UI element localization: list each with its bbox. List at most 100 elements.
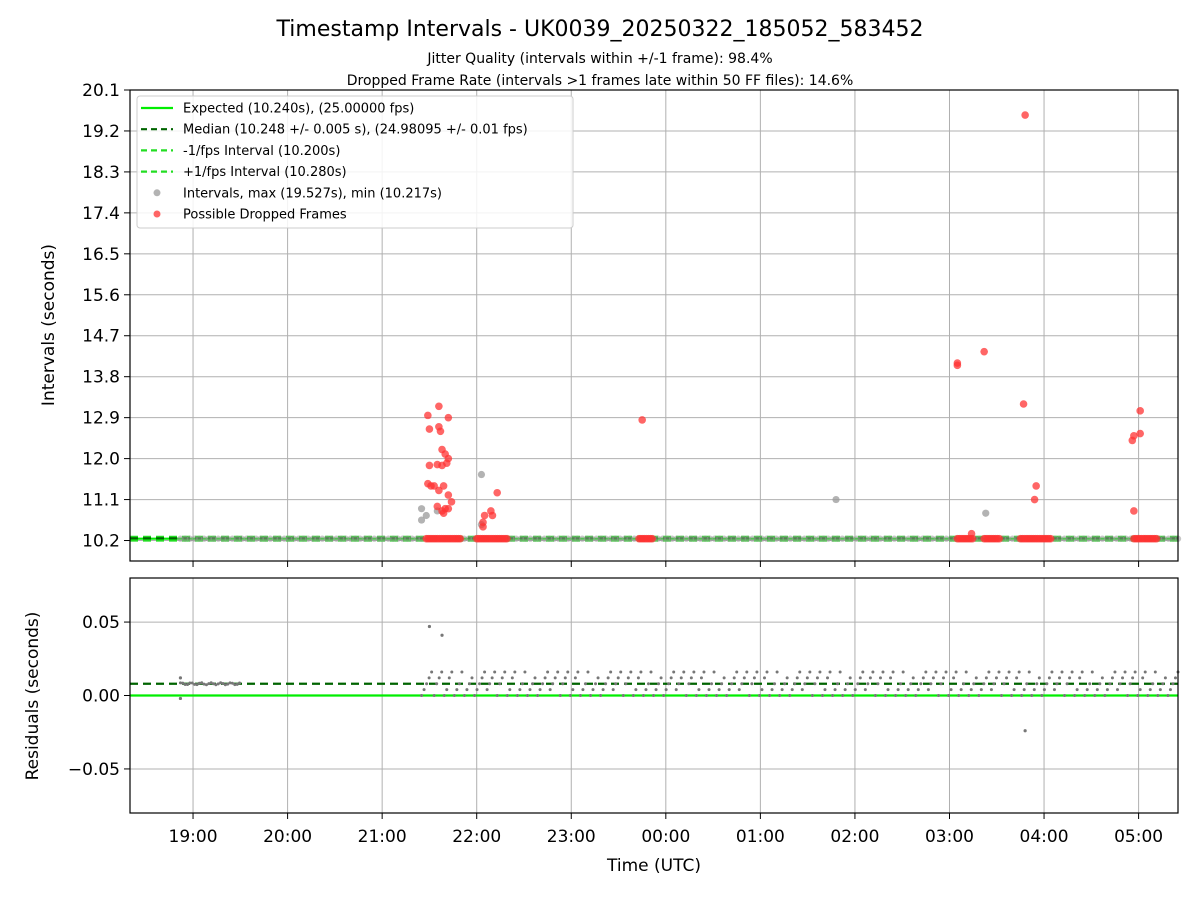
residual-point (1005, 676, 1009, 680)
residual-point (490, 676, 494, 680)
residual-point (518, 688, 522, 692)
interval-point (612, 535, 619, 542)
chart-title: Timestamp Intervals - UK0039_20250322_18… (276, 17, 924, 42)
residual-point (510, 676, 514, 680)
interval-point (843, 535, 851, 542)
interval-point (626, 535, 633, 542)
interval-point (659, 535, 666, 542)
top-y-ticks: 10.2 11.1 12.0 12.9 13.8 14.7 15.6 16.5 17.4 18.3… (82, 81, 130, 552)
residual-point (659, 676, 663, 680)
residual-point (604, 682, 608, 686)
residual-point (594, 682, 598, 686)
interval-point (692, 535, 699, 542)
interval-point (281, 535, 288, 542)
interval-point (300, 535, 307, 542)
interval-point (205, 535, 212, 542)
residual-point (768, 694, 772, 697)
residual-point (873, 694, 877, 697)
residual-point (891, 670, 895, 674)
dropped-frame-point (425, 425, 434, 433)
residual-point (1012, 688, 1016, 692)
residual-point (422, 688, 426, 692)
residual-point (894, 694, 898, 697)
dropped-frame-point (438, 461, 446, 470)
residual-point (803, 682, 807, 686)
residual-point (500, 676, 504, 680)
residual-point (1083, 694, 1087, 697)
dropped-frame-point (425, 461, 434, 470)
interval-point (1170, 535, 1177, 542)
residual-point (979, 688, 983, 692)
interval-point (1080, 535, 1087, 542)
x-tick-label: 04:00 (1020, 827, 1069, 847)
interval-point (900, 535, 907, 542)
residual-point (984, 676, 988, 680)
residual-point (533, 676, 537, 680)
residual-point (823, 688, 827, 692)
residual-point (664, 688, 668, 692)
residual-point (551, 682, 555, 686)
residual-point (745, 670, 749, 674)
residual-point (994, 676, 998, 680)
residual-point (1143, 670, 1147, 674)
residual-point (646, 682, 650, 686)
residual-point (588, 694, 592, 697)
residual-point (181, 681, 185, 685)
interval-point (754, 535, 761, 542)
interval-point (1122, 535, 1130, 542)
residual-point (1153, 670, 1157, 674)
residual-point (1035, 682, 1039, 686)
residual-point (523, 670, 527, 674)
interval-point (848, 535, 855, 542)
interval-point (219, 535, 227, 542)
residual-point (1042, 688, 1046, 692)
interval-point (257, 535, 265, 542)
interval-point (224, 535, 231, 542)
interval-point (394, 535, 402, 542)
residual-point (1103, 694, 1107, 697)
residual-point (230, 681, 234, 685)
residual-outlier-point (178, 696, 183, 701)
interval-point (654, 535, 662, 542)
dropped-frame-point (1032, 482, 1040, 490)
dropped-frame-point (447, 498, 456, 506)
residual-point (465, 688, 469, 692)
x-tick-label: 00:00 (641, 827, 690, 847)
dropped-frame-point (456, 534, 465, 543)
interval-point (683, 535, 690, 542)
residual-point (614, 682, 618, 686)
interval-point (1094, 535, 1101, 542)
bottom-y-axis-label: Residuals (seconds) (23, 612, 43, 781)
residual-point (969, 688, 973, 692)
interval-point (215, 535, 222, 542)
interval-point (560, 535, 567, 542)
interval-point (276, 535, 283, 542)
dropped-frame-point (1130, 507, 1138, 515)
interval-point (309, 535, 317, 542)
residual-point (841, 694, 845, 697)
residual-point (1173, 676, 1177, 680)
interval-point (982, 509, 990, 517)
residual-point (216, 682, 220, 686)
residual-point (1098, 682, 1102, 686)
residual-point (780, 688, 784, 692)
residual-point (722, 676, 726, 680)
dropped-frame-point (424, 411, 432, 420)
interval-point (267, 535, 274, 542)
residual-point (901, 670, 905, 674)
x-tick-label: 22:00 (452, 827, 501, 847)
residual-point (987, 670, 991, 674)
dropped-frame-point (435, 486, 443, 495)
residual-point (828, 670, 832, 674)
dropped-frame-point (433, 502, 442, 511)
residual-point (1115, 688, 1119, 692)
residual-point (848, 676, 852, 680)
interval-point (886, 535, 893, 542)
residual-point (624, 682, 628, 686)
residual-outlier-point (1023, 729, 1027, 733)
interval-point (555, 535, 562, 542)
dropped-frame-point (980, 347, 988, 356)
dropped-frame-point (493, 488, 501, 497)
residual-point (694, 694, 698, 697)
residual-point (541, 682, 545, 686)
